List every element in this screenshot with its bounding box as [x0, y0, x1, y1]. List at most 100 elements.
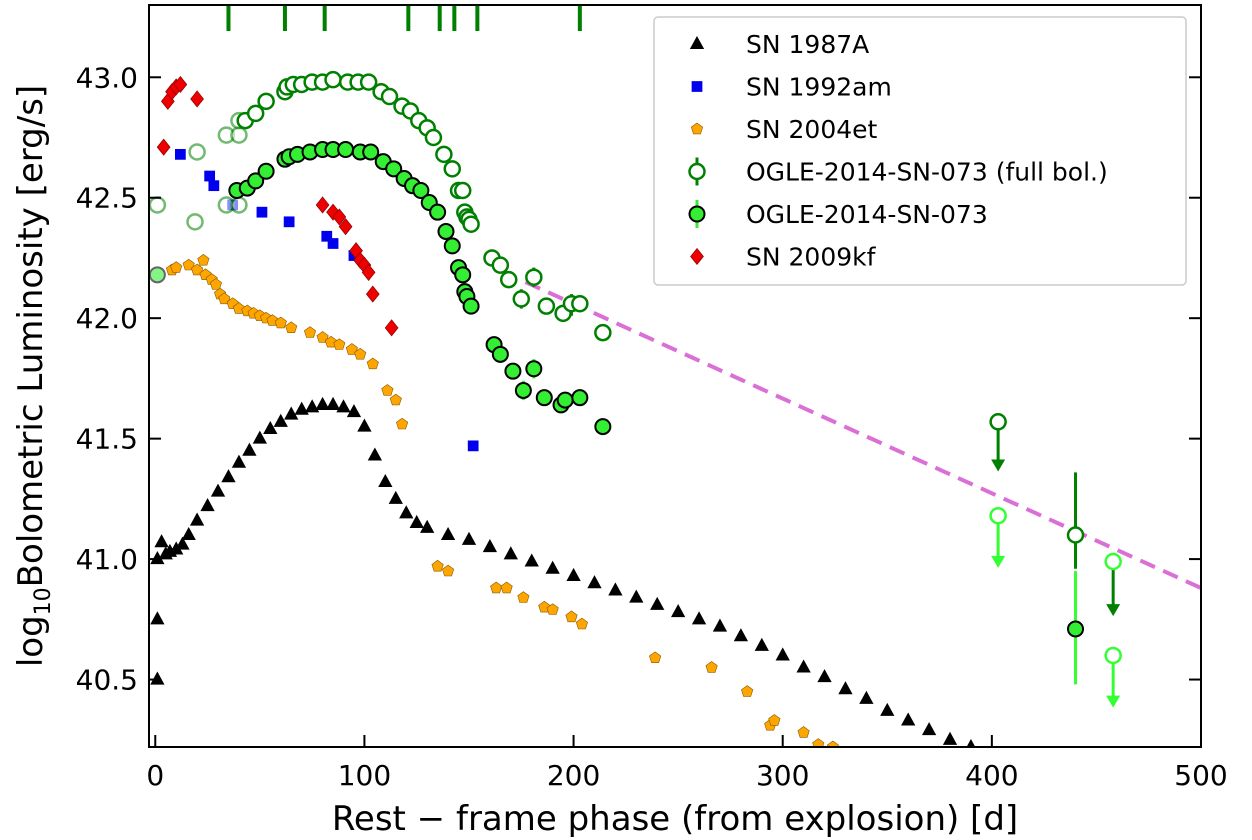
- sn1992am-point: [283, 216, 295, 228]
- sn1987a-point: [231, 454, 247, 468]
- x-tick-label: 200: [547, 759, 600, 792]
- x-tick-label: 0: [146, 759, 164, 792]
- y-tick-label: 42.0: [76, 302, 138, 335]
- y-tick-label: 42.5: [76, 182, 138, 215]
- sn1987a-point: [399, 505, 414, 519]
- sn1987a-point: [150, 671, 165, 685]
- sn1987a-point: [336, 399, 351, 413]
- sn1992am-point: [321, 230, 333, 242]
- sn2004et-point: [741, 685, 754, 697]
- ogle-point: [571, 389, 589, 407]
- sn2004et-point: [354, 347, 367, 360]
- ogle-full-bol-point: [989, 413, 1007, 431]
- y-axis-label-rest: Bolometric Luminosity [erg/s]: [11, 85, 51, 587]
- sn1987a-point: [304, 399, 320, 413]
- sn2009kf-point: [365, 285, 380, 303]
- ogle-full-bol-point: [1066, 526, 1085, 544]
- sn1987a-point: [608, 582, 623, 596]
- x-tick-label: 400: [965, 759, 1018, 792]
- ogle-point: [362, 143, 380, 161]
- sn2004et-point: [812, 738, 825, 747]
- sn2004et-point: [575, 617, 588, 630]
- ogle-point: [514, 381, 532, 399]
- x-axis-label: Rest − frame phase (from explosion) [d]: [332, 799, 1018, 839]
- ogle-full-bol-point: [453, 181, 472, 200]
- sn1987a-point: [754, 637, 769, 651]
- upper-limit-arrowhead: [991, 555, 1006, 568]
- legend-label: SN 1992am: [746, 73, 892, 102]
- ogle-full-bol-point: [537, 297, 556, 315]
- sn2004et-point: [490, 581, 503, 594]
- sn1987a-point: [966, 738, 976, 747]
- upper-limit-arrowhead: [1106, 604, 1121, 617]
- ogle-full-bol-point: [491, 256, 510, 274]
- ogle-point: [525, 360, 543, 378]
- sn2004et-point: [396, 417, 409, 430]
- sn2004et-point: [345, 343, 358, 355]
- sn1992am-point: [327, 238, 339, 249]
- sn1987a-point: [942, 731, 958, 745]
- ogle-full-bol-point: [324, 70, 342, 89]
- legend-items: SN 1987A SN 1992am SN 2004et OGLE-2014-SN-0…: [688, 30, 1108, 272]
- sn1987a-point: [503, 546, 518, 560]
- ogle-point: [491, 345, 509, 363]
- sn2009kf-point: [338, 218, 353, 236]
- ogle-full-bol-point: [499, 270, 518, 289]
- sn2004et-point: [797, 726, 810, 738]
- sn1987a-point: [482, 539, 498, 553]
- ogle-point: [535, 389, 553, 407]
- sn1987a-point: [524, 553, 539, 567]
- sn1987a-point: [273, 413, 288, 427]
- sn2004et-point: [431, 559, 444, 572]
- legend-label: OGLE-2014-SN-073: [746, 200, 988, 229]
- y-axis-label: log10Bolometric Luminosity [erg/s]: [11, 85, 56, 667]
- ogle-upper-limit-point: [989, 506, 1007, 525]
- sn1987a-point: [461, 531, 477, 545]
- ogle-point: [443, 237, 461, 255]
- chart-marks: [149, 70, 1201, 747]
- sn1987a-point: [691, 611, 707, 625]
- sn1987a-point: [587, 575, 602, 589]
- sn1987a-point: [838, 681, 853, 695]
- ogle-point: [556, 391, 574, 409]
- sn1987a-point: [252, 430, 267, 444]
- sn1987a-point: [315, 396, 330, 410]
- sn2004et-point: [182, 258, 195, 271]
- sn1987a-point: [566, 567, 581, 582]
- y-axis-label-subscript: 10: [31, 587, 56, 615]
- ogle-full-bol-point: [186, 213, 204, 231]
- ogle-point: [412, 182, 430, 199]
- sn2004et-point: [546, 603, 559, 615]
- sn1987a-point: [901, 712, 916, 726]
- sn2004et-point: [565, 610, 578, 623]
- ogle-full-bol-point: [230, 196, 248, 214]
- legend-label: SN 1987A: [746, 30, 869, 59]
- sn2004et-point: [442, 564, 455, 577]
- sn1987a-point: [650, 596, 665, 610]
- sn1987a-point: [880, 702, 895, 716]
- x-tick-label: 100: [338, 759, 391, 792]
- sn2004et-point: [389, 393, 402, 406]
- sn1987a-point: [189, 512, 205, 526]
- upper-limit-arrowhead: [991, 459, 1006, 472]
- y-tick-label: 41.0: [76, 543, 138, 576]
- sn2004et-point: [197, 254, 210, 266]
- y-tick-label: 43.0: [76, 61, 138, 94]
- legend-label: OGLE-2014-SN-073 (full bol.): [746, 158, 1108, 187]
- sn1987a-point: [440, 526, 456, 541]
- ogle-point: [337, 141, 355, 159]
- sn1987a-point: [670, 604, 686, 618]
- sn1987a-point: [242, 442, 257, 456]
- sn2004et-point: [170, 261, 183, 273]
- sn2009kf-point: [156, 138, 171, 156]
- sn1987a-point: [200, 498, 215, 512]
- ogle-full-bol-point: [462, 215, 480, 233]
- sn2004et-point: [303, 326, 317, 338]
- ogle-point: [454, 266, 472, 284]
- sn2009kf-point: [361, 263, 376, 281]
- plot-frame: [148, 4, 1202, 748]
- sn1987a-point: [294, 401, 309, 415]
- ogle-full-bol-point: [594, 323, 612, 342]
- sn2004et-point: [218, 292, 231, 305]
